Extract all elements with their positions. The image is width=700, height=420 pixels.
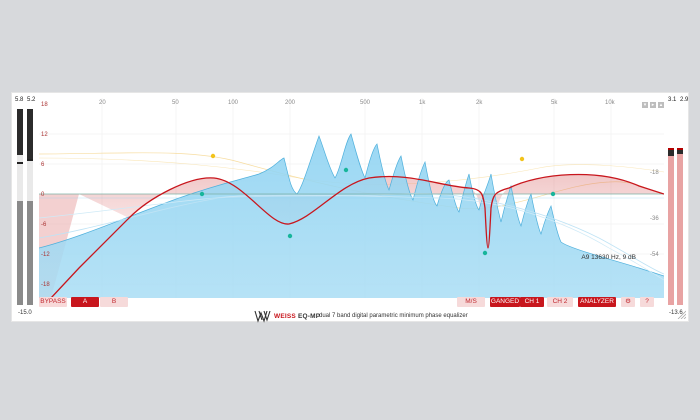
- mid-side-button[interactable]: M/S: [457, 297, 485, 307]
- band-node-1: [210, 153, 216, 159]
- right-meter-min: -13.6: [669, 310, 683, 316]
- preset-b-button[interactable]: B: [100, 297, 128, 307]
- freq-label-20: 20: [99, 100, 106, 106]
- db-label-minus-18: -18: [41, 282, 50, 288]
- freq-label-10k: 10k: [605, 100, 616, 106]
- db-label-0: 0: [41, 192, 45, 198]
- freq-label-2k: 2k: [476, 100, 483, 106]
- brand-name: WEISS EQ-MP: [274, 313, 320, 320]
- ganged-button[interactable]: GANGED: [490, 297, 520, 307]
- right-meter-peak-1: 3.1: [668, 97, 677, 103]
- db-axis-labels-left: 18 12 6 0 -6 -12 -18: [41, 102, 50, 288]
- eq-graph-svg[interactable]: 20 50 100 200 500 1k 2k 5k 10k 18 12 6 0…: [39, 98, 664, 298]
- bypass-button[interactable]: BYPASS: [39, 297, 67, 307]
- left-meter-ch1: [17, 109, 23, 305]
- band-node-3: [287, 233, 293, 239]
- right-meter-ch2: [677, 148, 683, 305]
- db-label-6: 6: [41, 162, 45, 168]
- analyzer-db-label-minus-54: -54: [650, 252, 659, 258]
- freq-label-1k: 1k: [419, 100, 426, 106]
- preset-a-button[interactable]: A: [71, 297, 99, 307]
- freq-label-100: 100: [228, 100, 239, 106]
- band-node-4: [343, 167, 349, 173]
- analyzer-button[interactable]: ANALYZER: [578, 297, 616, 307]
- freq-label-50: 50: [172, 100, 179, 106]
- settings-gear-icon[interactable]: ⚙: [621, 297, 635, 307]
- db-label-minus-6: -6: [41, 222, 47, 228]
- db-label-12: 12: [41, 132, 48, 138]
- eq-plugin-window: 5.8 5.2 -15.0 3.1 2.9 -13.6 ▾ ▸ ▴: [11, 92, 689, 323]
- resize-handle-icon[interactable]: [676, 309, 686, 319]
- band-node-6: [519, 156, 525, 162]
- db-axis-labels-right: -18 -36 -54: [650, 170, 659, 258]
- collapse-icon[interactable]: ▴: [658, 102, 664, 108]
- product-tagline: dual 7 band digital parametric minimum p…: [319, 313, 468, 319]
- weiss-logo-icon: [254, 310, 271, 323]
- left-meter-ch2: [27, 109, 33, 305]
- freq-label-500: 500: [360, 100, 371, 106]
- right-meter-peak-2: 2.9: [680, 97, 689, 103]
- db-label-minus-12: -12: [41, 252, 50, 258]
- brand-model: EQ-MP: [297, 313, 321, 320]
- expand-icon[interactable]: ▸: [650, 102, 656, 108]
- freq-label-5k: 5k: [551, 100, 558, 106]
- minimize-icon[interactable]: ▾: [642, 102, 648, 108]
- brand-weiss: WEISS: [274, 313, 296, 320]
- freq-label-200: 200: [285, 100, 296, 106]
- analyzer-db-label-minus-36: -36: [650, 216, 659, 222]
- frequency-axis-labels: 20 50 100 200 500 1k 2k 5k 10k: [99, 100, 616, 106]
- band-node-7: [550, 191, 556, 197]
- left-meter-peak-1: 5.8: [15, 97, 24, 103]
- channel-1-button[interactable]: CH 1: [520, 297, 544, 307]
- analyzer-db-label-minus-18: -18: [650, 170, 659, 176]
- band-node-5: [482, 250, 488, 256]
- channel-2-button[interactable]: CH 2: [547, 297, 573, 307]
- left-meter-min: -15.0: [18, 310, 32, 316]
- band-node-2: [199, 191, 205, 197]
- help-button[interactable]: ?: [640, 297, 654, 307]
- eq-graph[interactable]: 20 50 100 200 500 1k 2k 5k 10k 18 12 6 0…: [39, 98, 664, 298]
- left-meter-peak-2: 5.2: [27, 97, 36, 103]
- right-meter-ch1: [668, 148, 674, 305]
- cursor-readout: A9 13630 Hz, 9 dB: [581, 254, 636, 261]
- db-label-18: 18: [41, 102, 48, 108]
